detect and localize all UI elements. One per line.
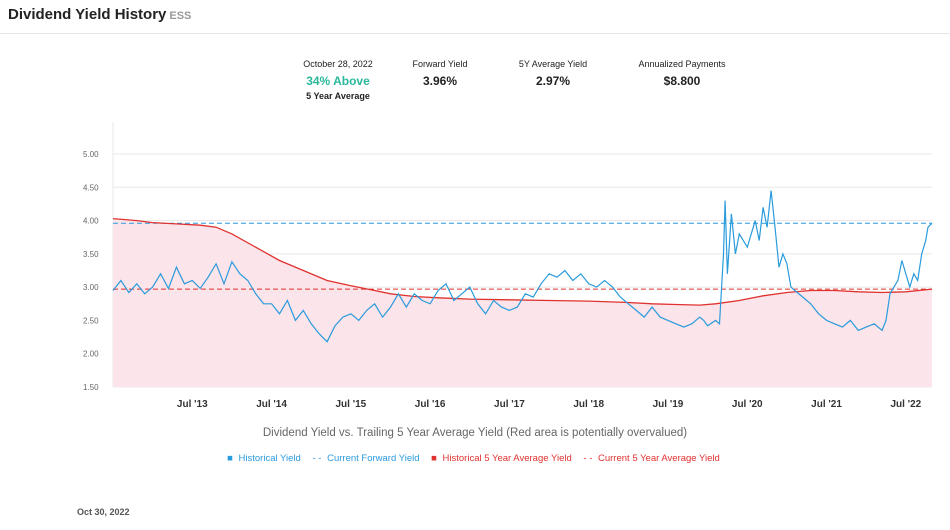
historical-yield-line: [112, 190, 933, 343]
chart-caption: Dividend Yield vs. Trailing 5 Year Avera…: [262, 427, 688, 439]
y-tick-label: 1.50: [83, 383, 99, 392]
x-tick-label: Jul '13: [177, 399, 208, 410]
y-tick-label: 5.00: [83, 150, 99, 159]
avg-value: 2.97%: [535, 74, 571, 88]
x-tick-label: Jul '17: [494, 399, 525, 410]
x-tick-label: Jul '14: [256, 399, 287, 410]
payments-label: Annualized Payments: [638, 59, 726, 69]
above-value: 34% Above: [306, 74, 370, 88]
y-tick-label: 3.00: [83, 283, 99, 292]
legend-hist5[interactable]: ■ Historical 5 Year Average Yield: [431, 453, 572, 464]
y-tick-label: 2.00: [83, 350, 99, 359]
avg-label: 5Y Average Yield: [518, 59, 588, 69]
page-title: Dividend Yield History: [8, 6, 167, 23]
stat-avg: 5Y Average Yield 2.97%: [503, 59, 603, 88]
above-sub: 5 Year Average: [306, 91, 370, 101]
ticker-label: ESS: [169, 10, 192, 22]
chart-legend: ■ Historical Yield - - Current Forward Y…: [0, 453, 950, 464]
historical-5y-average-line: [112, 217, 933, 306]
legend-cur5-label: Current 5 Year Average Yield: [598, 453, 720, 464]
legend-forward[interactable]: - - Current Forward Yield: [312, 453, 420, 464]
x-tick-label: Jul '18: [573, 399, 604, 410]
y-tick-label: 2.50: [83, 316, 99, 325]
forward-label: Forward Yield: [412, 59, 468, 69]
footer-date: Oct 30, 2022: [77, 507, 130, 517]
legend-forward-label: Current Forward Yield: [327, 453, 420, 464]
x-tick-label: Jul '16: [415, 399, 446, 410]
x-tick-label: Jul '19: [653, 399, 684, 410]
x-tick-label: Jul '15: [335, 399, 366, 410]
stat-date: October 28, 2022 34% Above 5 Year Averag…: [298, 59, 378, 101]
legend-historical[interactable]: ■ Historical Yield: [227, 453, 301, 464]
yield-chart[interactable]: 1.50 2.00 2.50 3.00 3.50 4.00 4.50 5.00 Jul '13…: [0, 0, 950, 420]
x-tick-label: Jul '22: [890, 399, 921, 410]
y-tick-label: 3.50: [83, 250, 99, 259]
stat-forward: Forward Yield 3.96%: [400, 59, 480, 88]
x-tick-label: Jul '21: [811, 399, 842, 410]
legend-historical-label: Historical Yield: [238, 453, 301, 464]
x-axis-ticks: Jul '13 Jul '14 Jul '15 Jul '16 Jul '17 Jul '…: [177, 399, 922, 410]
y-tick-label: 4.00: [83, 217, 99, 226]
overvalued-area: [113, 218, 932, 387]
legend-hist5-label: Historical 5 Year Average Yield: [442, 453, 572, 464]
date-label: October 28, 2022: [303, 59, 373, 69]
payments-value: $8.800: [663, 74, 701, 88]
x-tick-label: Jul '20: [732, 399, 763, 410]
stat-payments: Annualized Payments $8.800: [622, 59, 742, 88]
y-axis-ticks: 1.50 2.00 2.50 3.00 3.50 4.00 4.50 5.00: [83, 150, 99, 392]
y-tick-label: 4.50: [83, 183, 99, 192]
legend-cur5[interactable]: - - Current 5 Year Average Yield: [583, 453, 720, 464]
forward-value: 3.96%: [422, 74, 458, 88]
header-divider: [0, 33, 950, 34]
